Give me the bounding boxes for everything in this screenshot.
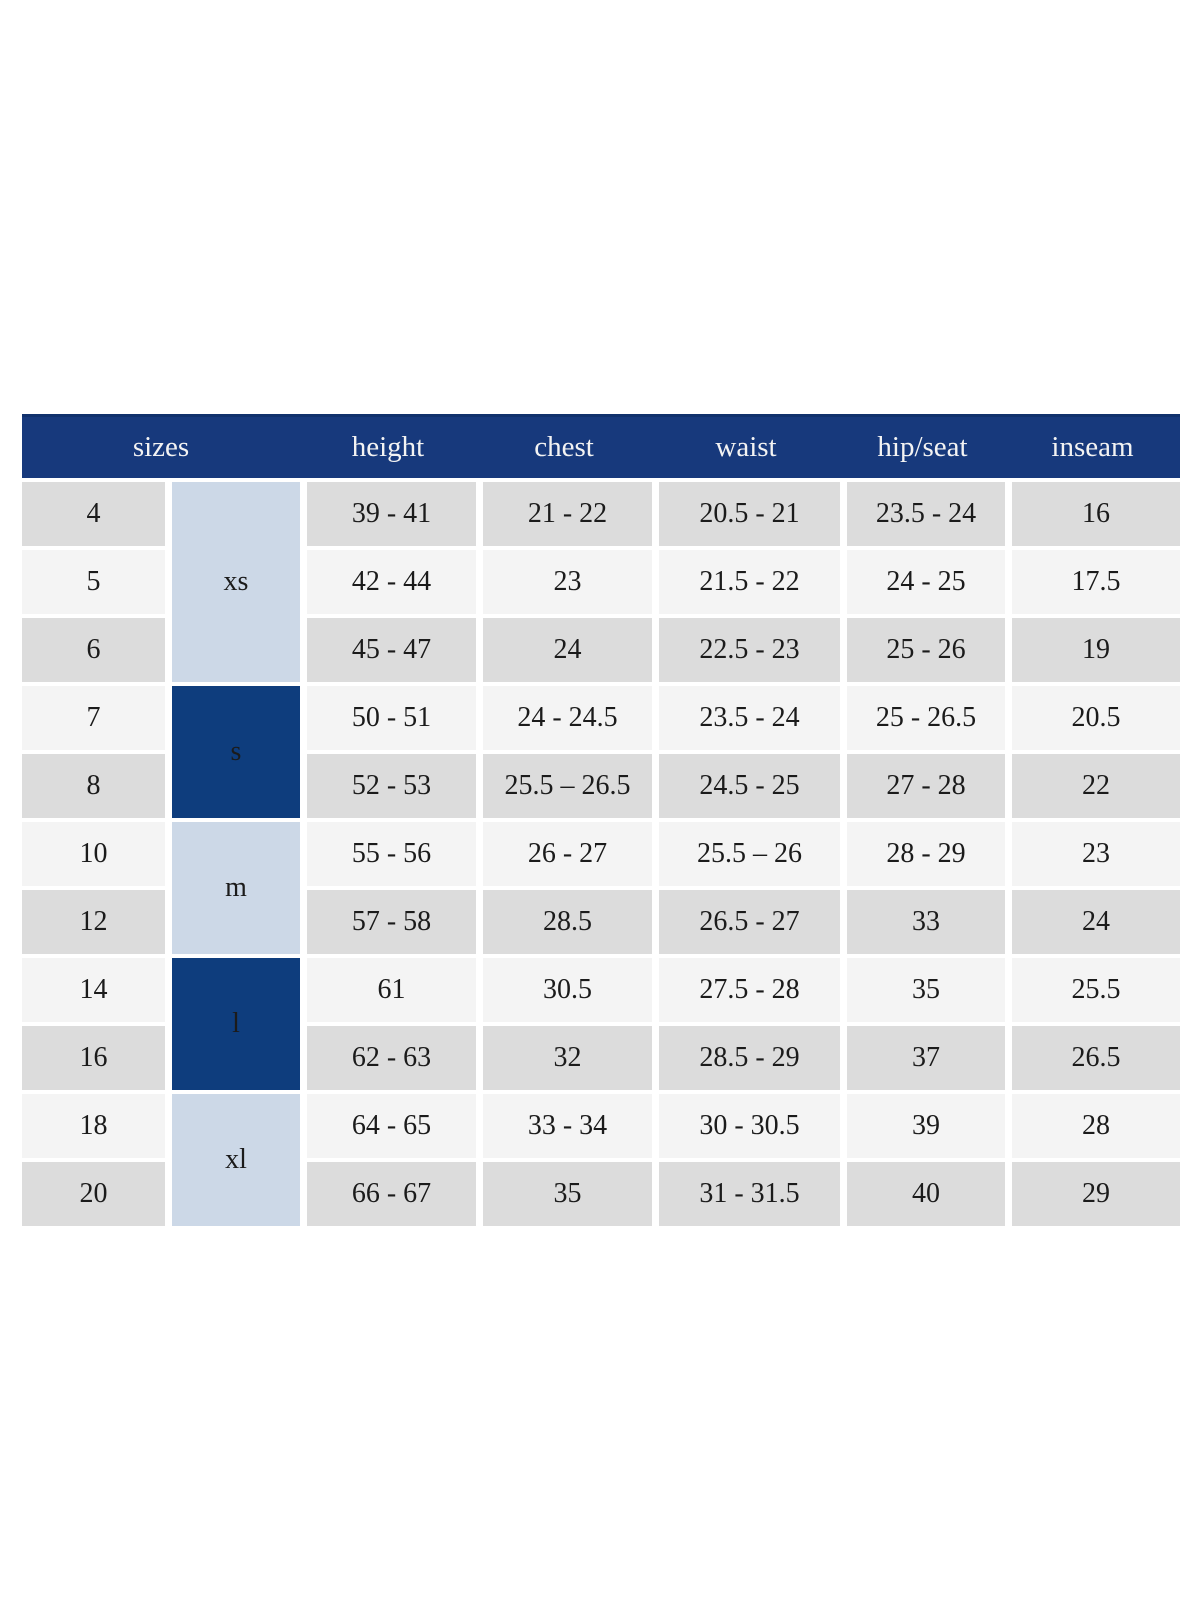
table-row: 18 xl 64 - 65 33 - 34 30 - 30.5 39 28 <box>22 1090 1180 1226</box>
waist-cell: 23.5 - 24 <box>652 682 840 750</box>
height-cell: 61 <box>300 954 476 1022</box>
chest-cell: 30.5 <box>476 954 652 1022</box>
height-cell: 52 - 53 <box>300 750 476 818</box>
waist-cell: 24.5 - 25 <box>652 750 840 818</box>
waist-cell: 20.5 - 21 <box>652 478 840 546</box>
waist-cell: 28.5 - 29 <box>652 1022 840 1090</box>
height-cell: 64 - 65 <box>300 1090 476 1158</box>
inseam-cell: 25.5 <box>1005 954 1180 1022</box>
table-row: 14 l 61 30.5 27.5 - 28 35 25.5 <box>22 954 1180 1090</box>
size-cell: 12 <box>22 886 165 954</box>
column-header-inseam: inseam <box>1005 414 1180 478</box>
header-row: sizes height chest waist hip/seat inseam <box>22 414 1180 478</box>
inseam-cell: 24 <box>1005 886 1180 954</box>
waist-cell: 27.5 - 28 <box>652 954 840 1022</box>
inseam-cell: 22 <box>1005 750 1180 818</box>
height-cell: 66 - 67 <box>300 1158 476 1226</box>
table-row: 6 45 - 47 24 22.5 - 23 25 - 26 19 <box>22 614 1180 682</box>
hip-seat-cell: 23.5 - 24 <box>840 478 1005 546</box>
size-cell: 18 <box>22 1090 165 1158</box>
chest-cell: 23 <box>476 546 652 614</box>
waist-cell: 21.5 - 22 <box>652 546 840 614</box>
waist-cell: 25.5 – 26 <box>652 818 840 886</box>
height-cell: 45 - 47 <box>300 614 476 682</box>
height-cell: 42 - 44 <box>300 546 476 614</box>
size-cell: 14 <box>22 954 165 1022</box>
column-header-chest: chest <box>476 414 652 478</box>
hip-seat-cell: 40 <box>840 1158 1005 1226</box>
chest-cell: 33 - 34 <box>476 1090 652 1158</box>
height-cell: 62 - 63 <box>300 1022 476 1090</box>
inseam-cell: 29 <box>1005 1158 1180 1226</box>
size-cell: 6 <box>22 614 165 682</box>
column-header-waist: waist <box>652 414 840 478</box>
hip-seat-cell: 37 <box>840 1022 1005 1090</box>
height-cell: 55 - 56 <box>300 818 476 886</box>
size-group-cell-xs: xs <box>165 478 300 682</box>
hip-seat-cell: 28 - 29 <box>840 818 1005 886</box>
size-group-cell-s: s <box>165 682 300 818</box>
size-cell: 4 <box>22 478 165 546</box>
chest-cell: 28.5 <box>476 886 652 954</box>
column-header-sizes: sizes <box>22 414 300 478</box>
waist-cell: 30 - 30.5 <box>652 1090 840 1158</box>
chest-cell: 24 <box>476 614 652 682</box>
height-cell: 39 - 41 <box>300 478 476 546</box>
hip-seat-cell: 35 <box>840 954 1005 1022</box>
table-row: 5 42 - 44 23 21.5 - 22 24 - 25 17.5 <box>22 546 1180 614</box>
hip-seat-cell: 25 - 26 <box>840 614 1005 682</box>
table-row: 20 66 - 67 35 31 - 31.5 40 29 <box>22 1158 1180 1226</box>
size-group-cell-xl: xl <box>165 1090 300 1226</box>
chest-cell: 24 - 24.5 <box>476 682 652 750</box>
hip-seat-cell: 25 - 26.5 <box>840 682 1005 750</box>
inseam-cell: 16 <box>1005 478 1180 546</box>
size-cell: 20 <box>22 1158 165 1226</box>
inseam-cell: 17.5 <box>1005 546 1180 614</box>
table-row: 12 57 - 58 28.5 26.5 - 27 33 24 <box>22 886 1180 954</box>
hip-seat-cell: 27 - 28 <box>840 750 1005 818</box>
hip-seat-cell: 39 <box>840 1090 1005 1158</box>
chest-cell: 35 <box>476 1158 652 1226</box>
hip-seat-cell: 33 <box>840 886 1005 954</box>
size-cell: 8 <box>22 750 165 818</box>
height-cell: 50 - 51 <box>300 682 476 750</box>
waist-cell: 26.5 - 27 <box>652 886 840 954</box>
height-cell: 57 - 58 <box>300 886 476 954</box>
size-cell: 5 <box>22 546 165 614</box>
size-cell: 10 <box>22 818 165 886</box>
table-row: 10 m 55 - 56 26 - 27 25.5 – 26 28 - 29 2… <box>22 818 1180 954</box>
inseam-cell: 28 <box>1005 1090 1180 1158</box>
table-row: 8 52 - 53 25.5 – 26.5 24.5 - 25 27 - 28 … <box>22 750 1180 818</box>
inseam-cell: 23 <box>1005 818 1180 886</box>
table-row: 4 xs 39 - 41 21 - 22 20.5 - 21 23.5 - 24… <box>22 478 1180 682</box>
inseam-cell: 20.5 <box>1005 682 1180 750</box>
inseam-cell: 19 <box>1005 614 1180 682</box>
chest-cell: 21 - 22 <box>476 478 652 546</box>
size-cell: 7 <box>22 682 165 750</box>
size-group-cell-l: l <box>165 954 300 1090</box>
column-header-height: height <box>300 414 476 478</box>
waist-cell: 31 - 31.5 <box>652 1158 840 1226</box>
hip-seat-cell: 24 - 25 <box>840 546 1005 614</box>
inseam-cell: 26.5 <box>1005 1022 1180 1090</box>
chest-cell: 32 <box>476 1022 652 1090</box>
size-chart-table: sizes height chest waist hip/seat inseam… <box>22 414 1180 1226</box>
table-row: 7 s 50 - 51 24 - 24.5 23.5 - 24 25 - 26.… <box>22 682 1180 818</box>
table-row: 16 62 - 63 32 28.5 - 29 37 26.5 <box>22 1022 1180 1090</box>
chest-cell: 25.5 – 26.5 <box>476 750 652 818</box>
size-group-cell-m: m <box>165 818 300 954</box>
waist-cell: 22.5 - 23 <box>652 614 840 682</box>
chest-cell: 26 - 27 <box>476 818 652 886</box>
size-cell: 16 <box>22 1022 165 1090</box>
size-chart: sizes height chest waist hip/seat inseam… <box>22 414 1180 1226</box>
column-header-hip-seat: hip/seat <box>840 414 1005 478</box>
